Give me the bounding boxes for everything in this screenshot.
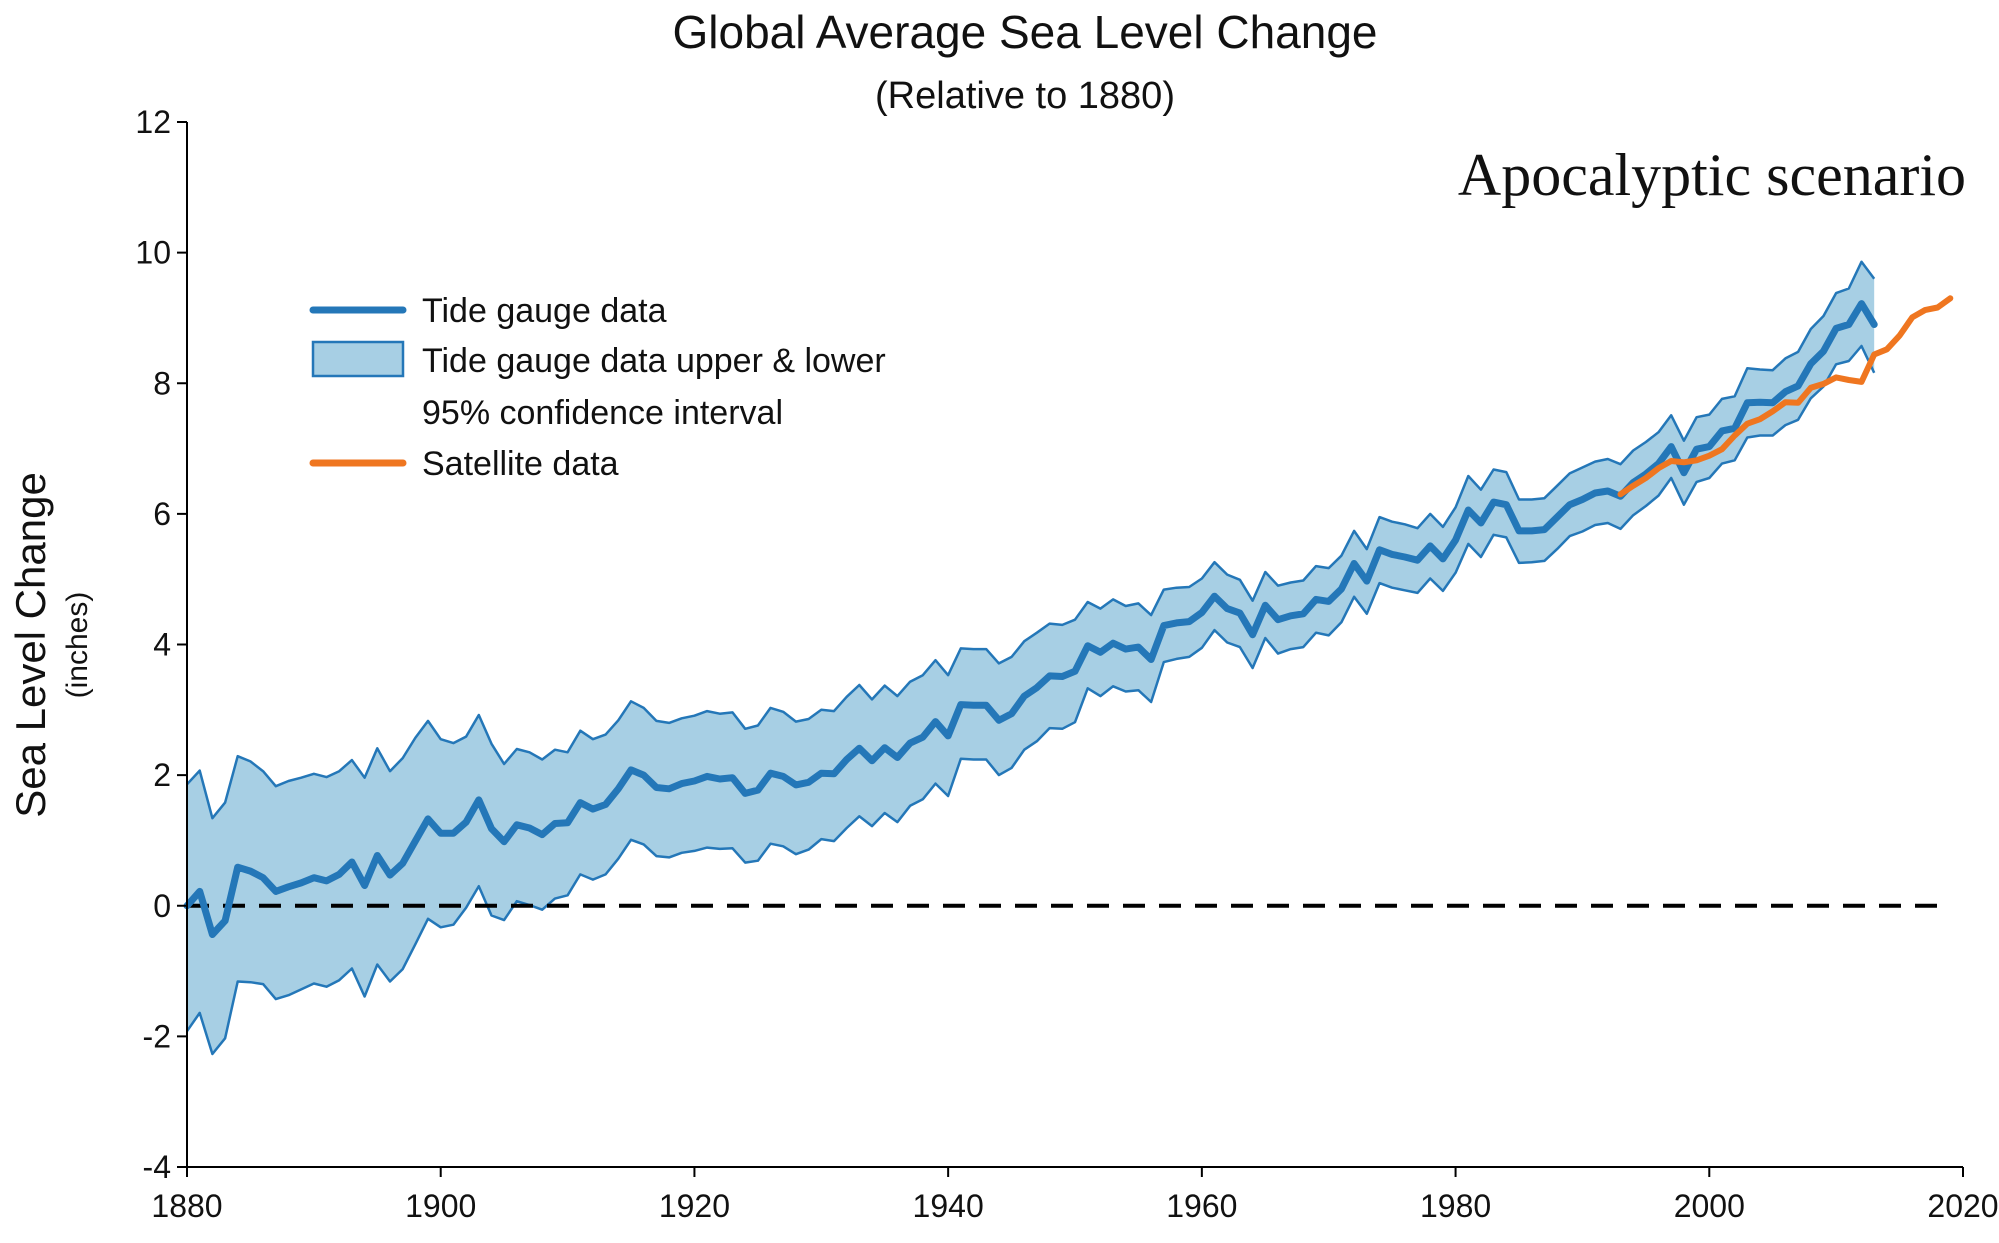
x-tick-label: 1980 — [1420, 1188, 1491, 1224]
y-axis-label: Sea Level Change — [7, 472, 54, 818]
y-tick-label: 12 — [135, 104, 171, 140]
legend: Tide gauge data Tide gauge data upper & … — [309, 292, 886, 483]
x-axis-ticks: 1880 1900 1920 1940 1960 1980 2000 2020 — [151, 1167, 1999, 1224]
y-tick-label: 8 — [153, 365, 171, 401]
y-axis-label-group: Sea Level Change (inches) — [7, 472, 94, 818]
tide-gauge-line — [183, 300, 1878, 938]
legend-label-tide: Tide gauge data — [422, 292, 667, 330]
y-tick-label: 4 — [153, 627, 171, 663]
confidence-band-upper-edge — [186, 260, 1876, 820]
chart-title: Global Average Sea Level Change — [672, 6, 1377, 58]
x-tick-label: 1960 — [1166, 1188, 1237, 1224]
y-tick-label: 0 — [153, 888, 171, 924]
satellite-line — [1617, 295, 1954, 498]
legend-swatch-band — [311, 340, 405, 378]
confidence-band-lower-edge — [185, 344, 1876, 1056]
y-tick-label: 10 — [135, 235, 171, 271]
y-axis-ticks: 12 10 8 6 4 2 0 -2 -4 — [135, 104, 187, 1185]
y-tick-label: -4 — [143, 1149, 171, 1185]
x-tick-label: 2020 — [1927, 1188, 1998, 1224]
y-tick-label: 2 — [153, 757, 171, 793]
x-tick-label: 1880 — [151, 1188, 222, 1224]
y-tick-label: 6 — [153, 496, 171, 532]
annotation-text: Apocalyptic scenario — [1458, 142, 1966, 208]
y-axis-unit: (inches) — [61, 592, 94, 699]
legend-label-satellite: Satellite data — [422, 445, 619, 483]
x-tick-label: 1920 — [659, 1188, 730, 1224]
x-tick-label: 1900 — [405, 1188, 476, 1224]
legend-label-band: Tide gauge data upper & lower — [422, 342, 886, 380]
legend-label-band-ci: 95% confidence interval — [422, 394, 783, 432]
x-tick-label: 1940 — [913, 1188, 984, 1224]
plot-area — [183, 260, 1954, 1056]
confidence-band — [187, 261, 1875, 1054]
y-tick-label: -2 — [143, 1018, 171, 1054]
x-tick-label: 2000 — [1674, 1188, 1745, 1224]
chart-subtitle: (Relative to 1880) — [875, 75, 1175, 117]
